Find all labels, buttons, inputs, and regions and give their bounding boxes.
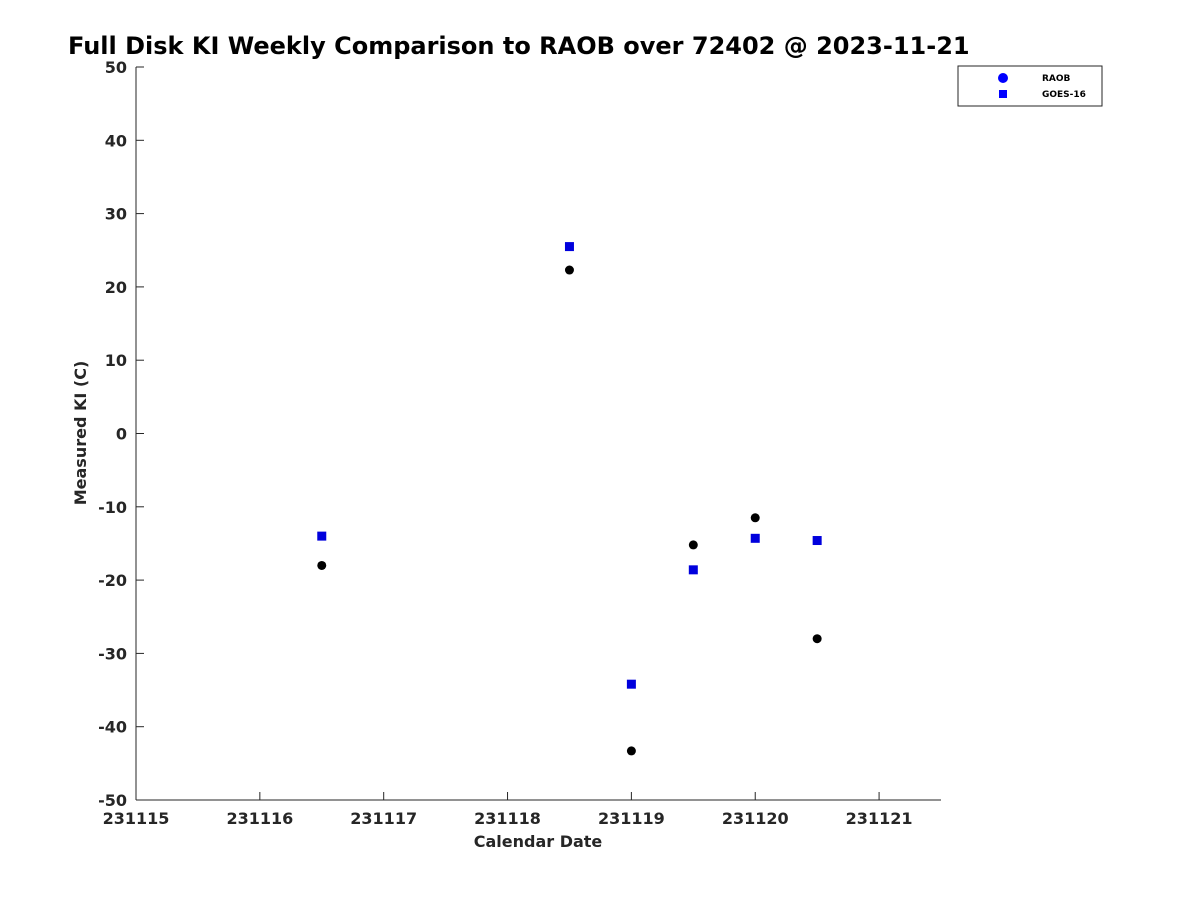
y-tick-label: -50: [98, 791, 127, 810]
x-ticks: 231115 231116 231117 231118 231119 231120 2311…: [103, 792, 913, 828]
raob-point: [626, 746, 636, 756]
y-ticks: -50 -40 -30 -20 -10 0 10 20 30 40 50: [98, 58, 144, 810]
y-tick-label: -10: [98, 498, 127, 517]
y-tick-label: -40: [98, 718, 127, 737]
y-tick-label: -30: [98, 644, 127, 663]
goes-16-point: [564, 242, 574, 252]
y-tick-label: 20: [105, 278, 127, 297]
x-tick-label: 231119: [598, 809, 665, 828]
y-tick-label: -20: [98, 571, 127, 590]
x-tick-label: 231121: [846, 809, 913, 828]
y-tick-label: 30: [105, 205, 127, 224]
x-tick-label: 231117: [350, 809, 417, 828]
legend-box: [957, 65, 1103, 107]
legend-marker-goes-16: [999, 90, 1007, 98]
x-tick-label: 231118: [474, 809, 541, 828]
y-tick-label: 40: [105, 131, 127, 150]
x-tick-label: 231120: [722, 809, 789, 828]
x-tick-label: 231115: [103, 809, 170, 828]
legend-marker-raob: [998, 73, 1008, 83]
chart-title: Full Disk KI Weekly Comparison to RAOB o…: [68, 32, 970, 60]
raob-point: [564, 265, 574, 275]
legend-items: RAOB GOES-16: [998, 73, 1086, 100]
raob-point: [317, 560, 327, 570]
raob-point: [812, 634, 822, 644]
legend: RAOB GOES-16: [957, 65, 1103, 107]
y-tick-label: 10: [105, 351, 127, 370]
y-axis-label: Measured KI (C): [71, 361, 90, 506]
goes-16-point: [626, 679, 636, 689]
legend-label-raob: RAOB: [1042, 74, 1071, 84]
x-tick-label: 231116: [226, 809, 293, 828]
y-tick-label: 50: [105, 58, 127, 77]
data-points: [317, 242, 822, 756]
plot-axes: [135, 67, 941, 801]
goes-16-point: [317, 531, 327, 541]
goes-16-point: [688, 565, 698, 575]
raob-point: [688, 540, 698, 550]
goes-16-point: [750, 533, 760, 543]
x-axis-label: Calendar Date: [474, 832, 603, 851]
raob-point: [750, 513, 760, 523]
goes-16-point: [812, 536, 822, 546]
y-tick-label: 0: [116, 425, 127, 444]
legend-label-goes-16: GOES-16: [1042, 90, 1086, 100]
